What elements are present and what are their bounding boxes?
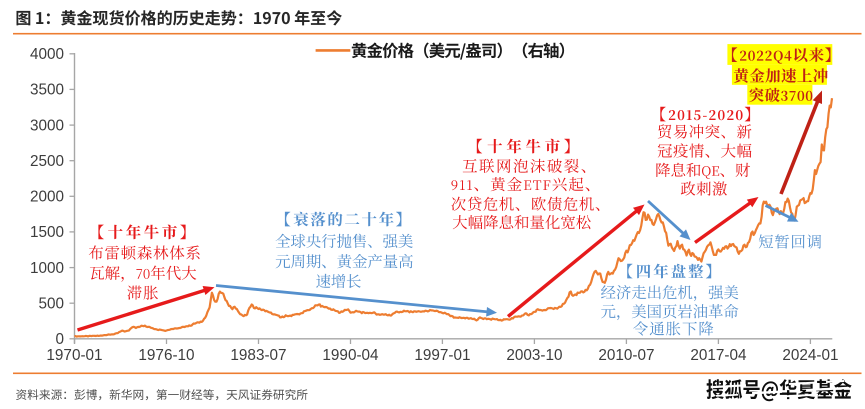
svg-text:1970-01: 1970-01: [46, 347, 102, 364]
svg-text:3000: 3000: [30, 117, 64, 134]
svg-text:2003-10: 2003-10: [506, 347, 562, 364]
svg-text:1990-04: 1990-04: [322, 347, 379, 364]
svg-text:4000: 4000: [30, 46, 64, 63]
svg-text:1976-10: 1976-10: [138, 347, 194, 364]
svg-text:2010-07: 2010-07: [598, 347, 654, 364]
svg-text:2500: 2500: [30, 153, 64, 170]
svg-text:0: 0: [55, 331, 64, 348]
svg-text:1997-01: 1997-01: [414, 347, 470, 364]
svg-text:3500: 3500: [30, 82, 64, 99]
svg-text:1500: 1500: [30, 224, 64, 241]
svg-text:2024-01: 2024-01: [782, 347, 838, 364]
svg-text:1000: 1000: [30, 260, 64, 277]
svg-text:2000: 2000: [30, 189, 64, 206]
svg-text:1983-07: 1983-07: [230, 347, 286, 364]
svg-text:2017-04: 2017-04: [690, 347, 747, 364]
svg-text:500: 500: [38, 296, 64, 313]
